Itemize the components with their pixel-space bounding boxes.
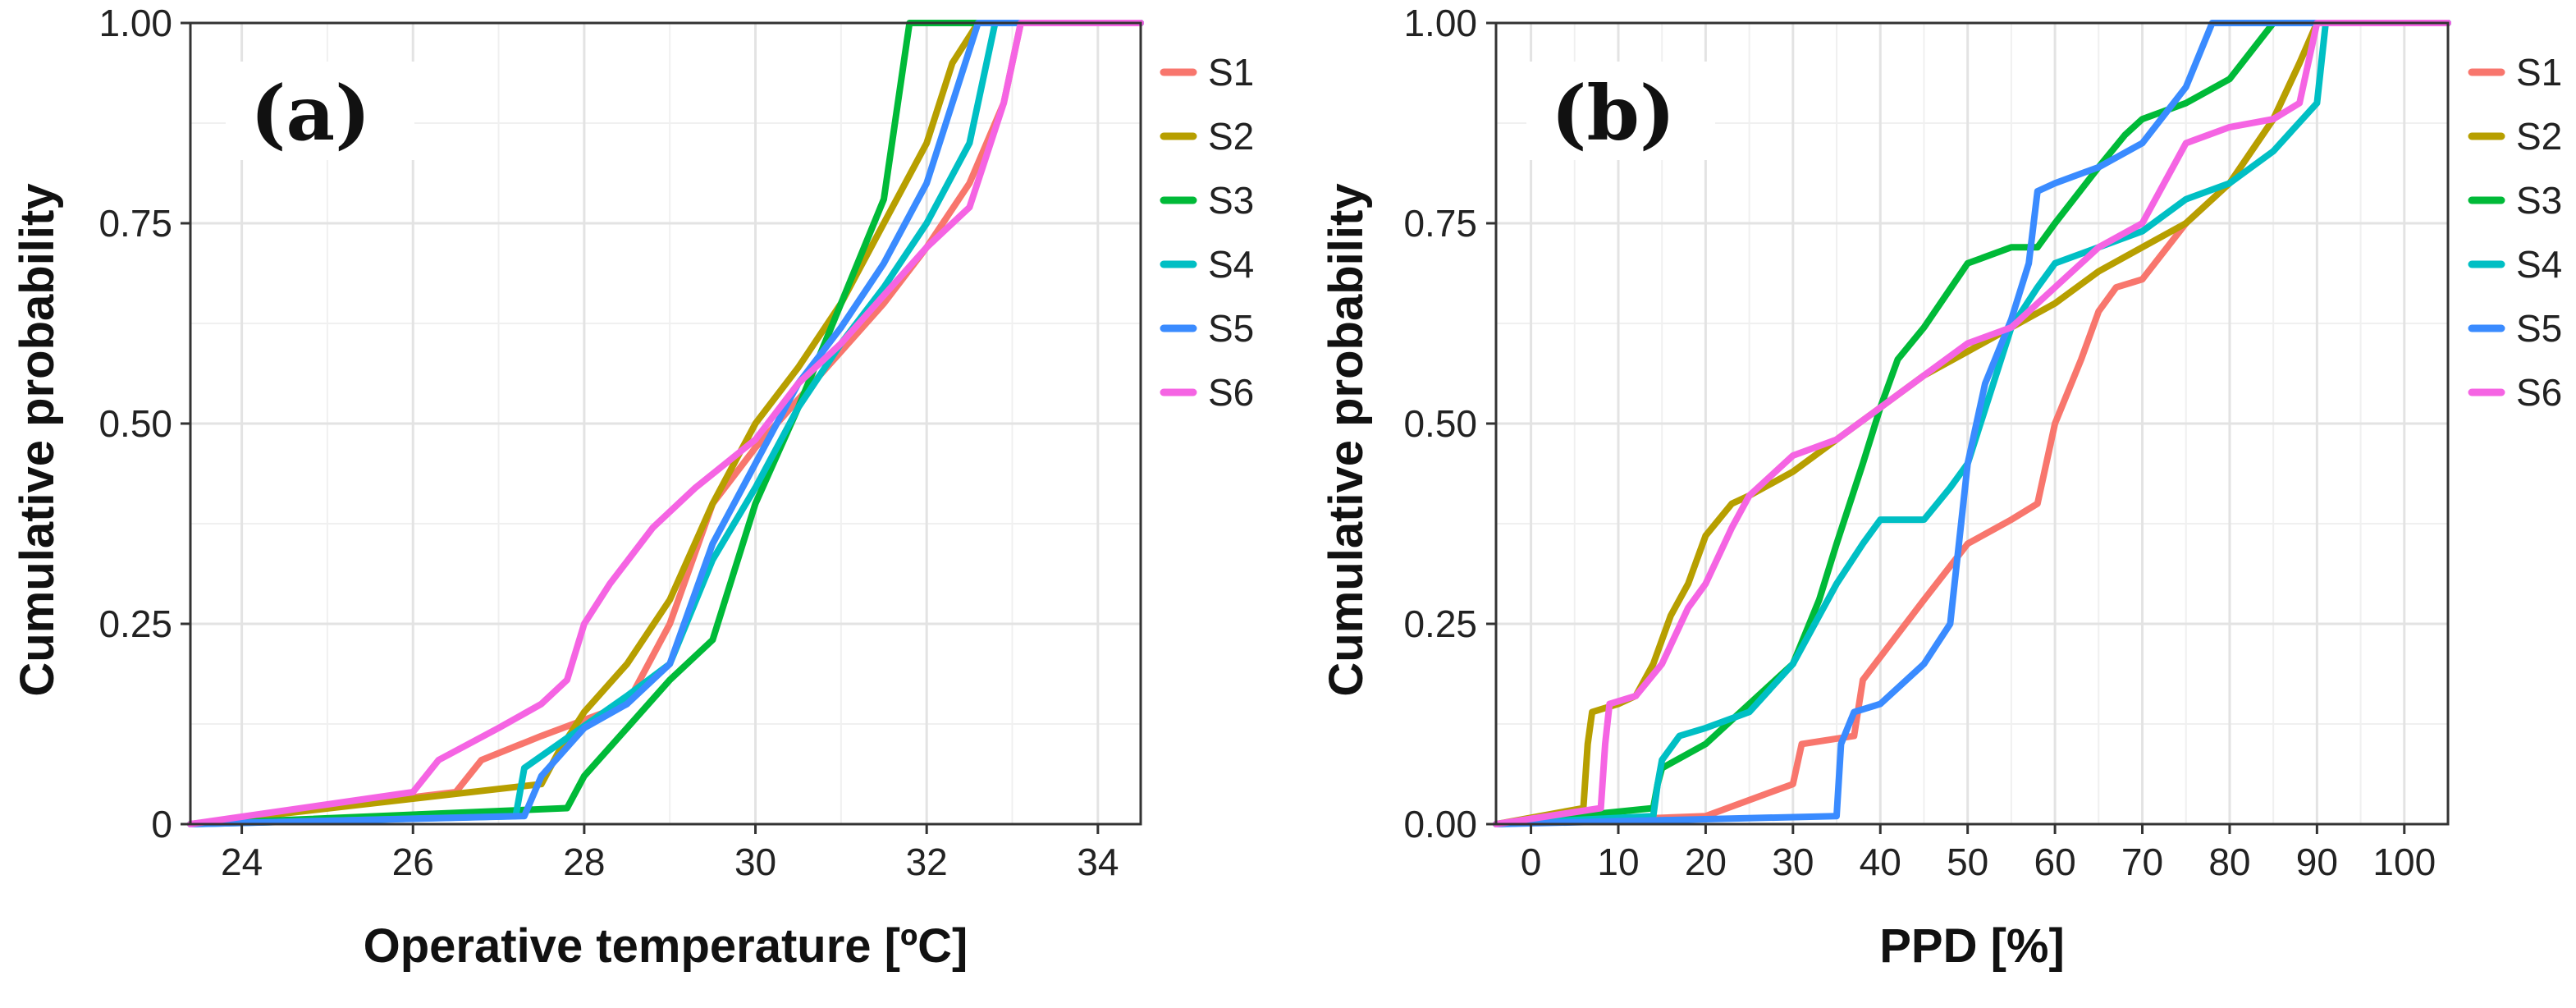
legend-label-s1: S1 bbox=[2516, 51, 2562, 94]
series-line-s6 bbox=[187, 20, 1144, 827]
legend-label-s3: S3 bbox=[2516, 179, 2562, 222]
x-tick-label: 50 bbox=[1947, 841, 1988, 883]
y-axis-title: Cumulative probability bbox=[11, 183, 64, 696]
y-tick-label: 0 bbox=[151, 803, 172, 845]
x-axis-title: PPD [%] bbox=[1879, 919, 2065, 973]
panel-tag: (b) bbox=[1551, 69, 1675, 158]
panel-a: (a) 0 0.25 0.50 0.75 1.00 24 26 28 30 32 34 Operativ… bbox=[11, 2, 1254, 973]
x-tick-label: 80 bbox=[2208, 841, 2250, 883]
x-tick-label: 26 bbox=[392, 841, 434, 883]
legend-label-s2: S2 bbox=[1208, 115, 1254, 158]
panel-b: (b) 0.00 0.25 0.50 0.75 1.00 0 10 20 30 40 50 60 70 80… bbox=[1320, 2, 2562, 973]
series-line-s4 bbox=[187, 20, 1144, 827]
x-axis-title: Operative temperature [ºC] bbox=[364, 919, 968, 973]
legend-label-s4: S4 bbox=[2516, 243, 2562, 286]
legend-label-s4: S4 bbox=[1208, 243, 1254, 286]
legend-label-s1: S1 bbox=[1208, 51, 1254, 94]
x-tick-label: 20 bbox=[1685, 841, 1727, 883]
x-tick-label: 28 bbox=[563, 841, 605, 883]
legend-label-s6: S6 bbox=[2516, 371, 2562, 414]
x-tick-label: 24 bbox=[221, 841, 263, 883]
legend-label-s5: S5 bbox=[1208, 307, 1254, 350]
x-tick-label: 10 bbox=[1597, 841, 1639, 883]
x-tick-label: 34 bbox=[1077, 841, 1119, 883]
panel-tag-background bbox=[1526, 62, 1715, 160]
y-tick-label: 0.75 bbox=[1403, 202, 1477, 245]
series-line-s3 bbox=[1493, 20, 2451, 827]
y-axis-title: Cumulative probability bbox=[1320, 183, 1373, 696]
y-tick-label: 1.00 bbox=[1403, 2, 1477, 44]
legend-label-s5: S5 bbox=[2516, 307, 2562, 350]
x-tick-label: 30 bbox=[734, 841, 776, 883]
x-tick-label: 100 bbox=[2372, 841, 2436, 883]
legend-label-s3: S3 bbox=[1208, 179, 1254, 222]
y-tick-label: 0.50 bbox=[98, 402, 172, 445]
x-tick-label: 30 bbox=[1772, 841, 1814, 883]
legend-label-s6: S6 bbox=[1208, 371, 1254, 414]
panel-tag: (a) bbox=[250, 69, 371, 158]
y-tick-label: 0.00 bbox=[1403, 803, 1477, 845]
x-tick-label: 90 bbox=[2296, 841, 2338, 883]
y-tick-label: 0.25 bbox=[98, 603, 172, 645]
x-tick-label: 40 bbox=[1860, 841, 1901, 883]
y-tick-label: 0.50 bbox=[1403, 402, 1477, 445]
y-tick-label: 0.25 bbox=[1403, 603, 1477, 645]
series-line-s5 bbox=[187, 20, 1144, 827]
x-tick-label: 0 bbox=[1521, 841, 1542, 883]
series-line-s6 bbox=[1493, 20, 2451, 827]
series-line-s5 bbox=[1493, 20, 2451, 827]
x-tick-label: 70 bbox=[2121, 841, 2163, 883]
legend-label-s2: S2 bbox=[2516, 115, 2562, 158]
y-tick-label: 1.00 bbox=[98, 2, 172, 44]
panel-tag-background bbox=[226, 62, 414, 160]
y-tick-label: 0.75 bbox=[98, 202, 172, 245]
x-tick-label: 60 bbox=[2034, 841, 2076, 883]
series-line-s4 bbox=[1493, 20, 2451, 827]
x-tick-label: 32 bbox=[906, 841, 948, 883]
